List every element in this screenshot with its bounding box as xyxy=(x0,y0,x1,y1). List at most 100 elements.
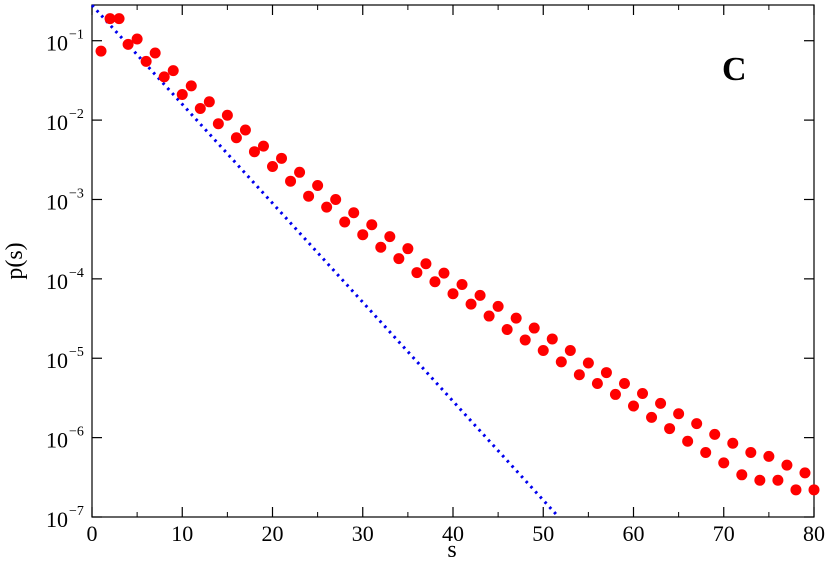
x-tick-label: 50 xyxy=(532,521,554,546)
y-tick-label: 10 xyxy=(46,189,68,214)
y-tick-exponent: −6 xyxy=(69,425,84,440)
x-tick-label: 20 xyxy=(262,521,284,546)
data-point xyxy=(131,33,143,45)
data-point xyxy=(618,378,630,390)
y-tick-label: 10 xyxy=(46,110,68,135)
y-tick-exponent: −5 xyxy=(69,345,84,360)
data-point xyxy=(528,322,540,334)
y-tick-label: 10 xyxy=(46,31,68,56)
data-point xyxy=(248,146,260,158)
data-point xyxy=(420,258,432,270)
data-point xyxy=(294,166,306,178)
plot-area xyxy=(91,4,815,518)
data-point xyxy=(727,437,739,449)
x-tick-label: 40 xyxy=(442,521,464,546)
data-point xyxy=(546,333,558,345)
data-point xyxy=(239,124,251,136)
y-axis-label: p(s) xyxy=(2,242,28,279)
data-point xyxy=(203,96,215,108)
data-point xyxy=(745,446,757,458)
data-point xyxy=(483,310,495,322)
data-point xyxy=(411,267,423,279)
data-point xyxy=(682,435,694,447)
data-point xyxy=(673,408,685,420)
data-point xyxy=(492,300,504,312)
data-point xyxy=(537,345,549,357)
data-point xyxy=(375,241,387,253)
data-point xyxy=(573,369,585,381)
data-point xyxy=(474,289,486,301)
y-tick-exponent: −4 xyxy=(69,266,84,281)
data-point xyxy=(555,356,567,368)
data-point xyxy=(763,450,775,462)
y-tick-exponent: −1 xyxy=(69,28,84,43)
data-point xyxy=(772,474,784,486)
x-tick-label: 70 xyxy=(713,521,735,546)
data-point xyxy=(609,388,621,400)
data-point xyxy=(429,276,441,288)
data-point xyxy=(122,38,134,50)
data-point xyxy=(267,161,278,173)
data-point xyxy=(113,13,125,25)
data-point xyxy=(357,229,369,241)
data-point xyxy=(655,397,667,409)
x-axis-label: s xyxy=(447,537,456,561)
data-point xyxy=(321,201,333,213)
data-point xyxy=(510,312,522,324)
data-point xyxy=(303,190,315,202)
x-tick-label: 30 xyxy=(352,521,374,546)
data-point xyxy=(104,13,116,25)
data-point xyxy=(808,484,820,496)
data-point xyxy=(384,231,396,243)
data-point xyxy=(140,55,152,67)
x-tick-label: 10 xyxy=(171,521,193,546)
data-point xyxy=(564,345,576,357)
data-point xyxy=(501,324,513,336)
data-point xyxy=(257,140,269,152)
data-points-layer xyxy=(95,13,820,496)
data-point xyxy=(754,474,766,486)
data-point xyxy=(312,180,324,192)
axis-ticks xyxy=(91,5,815,518)
data-point xyxy=(799,467,811,479)
data-point xyxy=(456,278,468,290)
x-tick-label: 60 xyxy=(623,521,645,546)
data-point xyxy=(176,89,188,101)
x-tick-label: 80 xyxy=(803,521,825,546)
data-point xyxy=(402,243,414,255)
data-point xyxy=(465,298,477,310)
data-point xyxy=(185,80,197,92)
y-tick-label: 10 xyxy=(46,348,68,373)
data-point xyxy=(158,71,170,83)
y-tick-label: 10 xyxy=(46,428,68,453)
data-point xyxy=(366,219,378,231)
data-point xyxy=(736,469,748,481)
data-point xyxy=(276,152,288,164)
data-point xyxy=(348,207,360,219)
y-tick-exponent: −3 xyxy=(69,186,84,201)
data-point xyxy=(781,459,793,471)
data-point xyxy=(230,132,242,144)
data-point xyxy=(393,253,405,265)
data-point xyxy=(519,334,531,346)
data-point xyxy=(149,47,161,59)
data-point xyxy=(700,446,712,458)
data-point xyxy=(285,175,297,187)
data-point xyxy=(637,387,649,399)
data-point xyxy=(709,428,721,440)
data-point xyxy=(212,118,224,130)
data-point xyxy=(691,418,703,430)
data-point xyxy=(600,367,612,379)
data-point xyxy=(330,193,342,205)
data-point xyxy=(95,45,107,57)
y-tick-exponent: −7 xyxy=(69,504,84,519)
data-point xyxy=(167,65,179,77)
data-point xyxy=(221,109,233,121)
data-point xyxy=(447,288,459,300)
y-tick-label: 10 xyxy=(46,507,68,532)
panel-label: C xyxy=(722,51,747,88)
y-tick-label: 10 xyxy=(46,269,68,294)
data-point xyxy=(194,103,206,115)
data-point xyxy=(664,423,676,435)
